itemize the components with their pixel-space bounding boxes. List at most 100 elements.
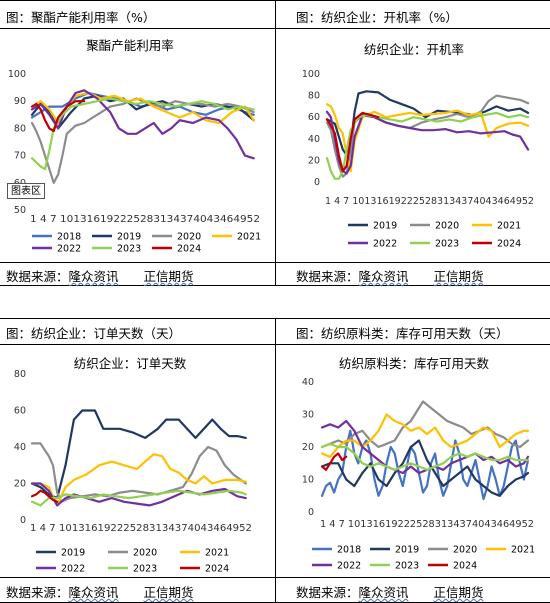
source-org2: 正信期货 (143, 585, 194, 600)
legend-label-2024: 2024 (497, 239, 521, 250)
series-line-2023 (320, 442, 530, 471)
legend-label-2021: 2021 (497, 221, 521, 232)
chart-0: 聚酯产能利用率50607080901001 4 7 10131619222528… (8, 38, 261, 255)
x-tick-labels: 1 4 7 101316192225283134374043464952 (30, 523, 252, 534)
source-line-2: 数据来源：隆众资讯 正信期货 (296, 266, 484, 285)
legend-label-2018: 2018 (57, 232, 81, 243)
legend-label-2022: 2022 (61, 564, 85, 575)
series-line-2023 (30, 97, 255, 171)
legend-label-2024: 2024 (177, 244, 201, 255)
x-tick-labels: 1 4 7 101316192225283134374043464952 (320, 519, 534, 530)
source-line-4: 数据来源：隆众资讯 正信期货 (296, 582, 484, 601)
y-tick-label: 80 (308, 91, 320, 102)
center-rule (275, 0, 276, 285)
y-tick-label: 70 (14, 151, 26, 162)
chart-1: 纺织企业：开机率 0 20 40 60 80 100 1 4 7 10131619222528… (302, 42, 534, 250)
caption-polyester: 图：聚酯产能利用率（%） (6, 10, 156, 25)
x-tick-labels: 1 4 7 101316192225283134374043464952 (325, 196, 534, 207)
series-line-2019 (320, 439, 530, 497)
legend-label-2020: 2020 (177, 232, 201, 243)
caption-rule-bottom (0, 344, 550, 345)
source-line-3: 数据来源：隆众资讯 正信期货 (6, 582, 194, 601)
series-line-2024 (320, 452, 348, 471)
legend-label-2022: 2022 (57, 244, 81, 255)
legend-label-2018: 2018 (337, 545, 361, 556)
legend-label-2024: 2024 (453, 561, 477, 572)
legend-label-2023: 2023 (395, 561, 419, 572)
series-line-2024 (325, 111, 380, 173)
y-tick-label: 20 (308, 155, 320, 166)
y-tick-label: 60 (14, 406, 26, 417)
y-tick-label: 20 (14, 479, 26, 490)
y-tick-label: 80 (14, 369, 26, 380)
y-tick-label: 50 (14, 205, 26, 216)
y-tick-label: 60 (308, 112, 320, 123)
legend-label-2019: 2019 (117, 232, 141, 243)
y-tick-label: 0 (20, 515, 26, 526)
legend-label-2023: 2023 (435, 239, 459, 250)
y-tick-label: 10 (302, 475, 314, 486)
legend-label-2019: 2019 (395, 545, 419, 556)
source-label: 数据来源： (6, 585, 69, 600)
legend-label-2021: 2021 (205, 548, 229, 559)
y-tick-label: 0 (314, 177, 320, 188)
series-line-2022 (30, 89, 255, 160)
y-tick-label: 80 (14, 123, 26, 134)
chart-title: 纺织企业：开机率 (364, 42, 464, 57)
y-tick-label: 90 (14, 96, 26, 107)
center-rule-2 (275, 318, 276, 603)
caption-textile-orders: 图：纺织企业：订单天数（天） (6, 326, 182, 341)
series-line-2020 (30, 442, 247, 503)
chart-title: 纺织原料类：库存可用天数 (339, 356, 490, 371)
x-tick-labels: 1 4 7 101316192225283134374043464952 (30, 214, 260, 225)
series-line-2024 (30, 100, 86, 133)
source-label: 数据来源： (296, 585, 359, 600)
chart-2: 纺织企业：订单天数 0 20 40 60 80 1 4 7 1013161922252831… (14, 356, 252, 575)
chart-title: 纺织企业：订单天数 (74, 356, 187, 371)
legend-label-2020: 2020 (133, 548, 157, 559)
source-label: 数据来源： (296, 269, 359, 284)
source-line-1: 数据来源：隆众资讯 正信期货 (6, 266, 194, 285)
chart-area-tooltip: 图表区 (7, 183, 45, 199)
series-line-2023 (30, 489, 247, 507)
source-label: 数据来源： (6, 269, 69, 284)
source-org1: 隆众资讯 (68, 585, 119, 600)
series-line-2021 (325, 103, 530, 173)
chart-3: 纺织原料类：库存可用天数 0 10 20 30 40 1 4 7 1013161922252… (302, 356, 535, 572)
source-org2: 正信期货 (143, 269, 194, 284)
series-line-2019 (30, 409, 247, 500)
series-line-2021 (320, 413, 530, 458)
caption-textile-operating: 图：纺织企业：开机率（%） (296, 10, 458, 25)
caption-raw-inventory: 图：纺织原料类：库存可用天数（天） (296, 326, 509, 341)
source-rule-top (0, 262, 550, 263)
legend-label-2023: 2023 (133, 564, 157, 575)
legend-label-2024: 2024 (205, 564, 229, 575)
series-line-2024 (30, 489, 59, 503)
y-tick-label: 40 (302, 377, 314, 388)
y-tick-label: 40 (14, 442, 26, 453)
series-line-2020 (30, 97, 255, 184)
series-line-2018 (320, 429, 530, 501)
y-tick-label: 40 (308, 134, 320, 145)
y-tick-label: 30 (302, 410, 314, 421)
series-line-2022 (30, 482, 247, 507)
y-tick-label: 0 (308, 507, 314, 518)
source-rule-bottom (0, 577, 550, 578)
legend-label-2020: 2020 (435, 221, 459, 232)
source-org2: 正信期货 (433, 585, 484, 600)
series-line-2023 (325, 111, 530, 180)
y-tick-label: 20 (302, 442, 314, 453)
bottom-rule-top (0, 285, 550, 286)
caption-rule-top (0, 28, 550, 29)
chart-title: 聚酯产能利用率 (86, 38, 174, 53)
legend-label-2019: 2019 (373, 221, 397, 232)
source-org2: 正信期货 (433, 269, 484, 284)
legend-label-2022: 2022 (337, 561, 361, 572)
legend-label-2021: 2021 (511, 545, 535, 556)
legend-label-2022: 2022 (373, 239, 397, 250)
series-line-2019 (325, 90, 530, 157)
source-org1: 隆众资讯 (68, 269, 119, 284)
y-tick-label: 100 (302, 69, 320, 80)
legend-label-2021: 2021 (237, 232, 261, 243)
